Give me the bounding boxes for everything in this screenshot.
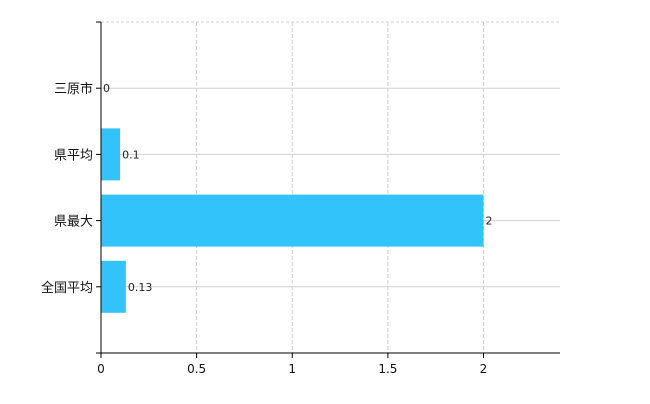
bar [101,128,121,181]
data-label: 0 [103,82,110,95]
x-tick-label: 1.5 [378,362,397,376]
category-label: 三原市 [54,81,93,97]
category-label: 県最大 [54,215,93,230]
bar [101,194,484,247]
data-label: 2 [486,215,493,228]
x-tick-label: 0 [97,362,105,376]
x-tick-label: 1 [288,362,296,376]
bar [101,260,126,313]
data-label: 0.1 [122,148,140,161]
data-label: 0.13 [128,281,153,294]
category-label: 県平均 [54,148,93,163]
x-tick-label: 2 [480,362,488,376]
x-tick-label: 0.5 [187,362,206,376]
category-label: 全国平均 [41,280,93,296]
